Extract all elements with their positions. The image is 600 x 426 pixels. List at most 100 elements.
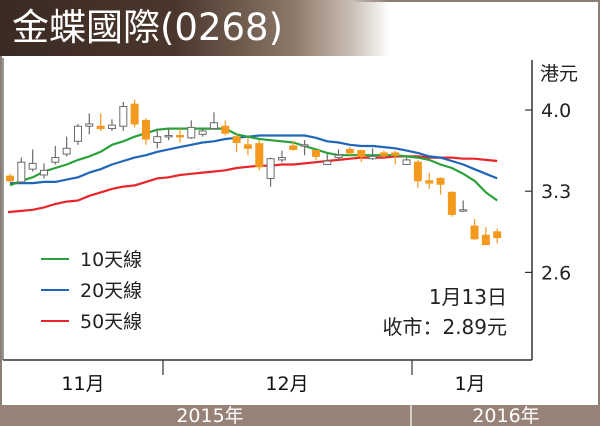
candle-body <box>232 136 241 143</box>
candle-body <box>323 160 332 166</box>
candle <box>425 172 434 189</box>
candle <box>379 150 388 158</box>
candle <box>119 101 128 131</box>
ma50-line <box>7 155 498 214</box>
legend: 10天線 20天線 50天線 <box>41 249 142 333</box>
candle-body <box>62 147 71 155</box>
candle <box>209 112 218 130</box>
candle-body <box>187 126 196 139</box>
candle <box>300 140 309 156</box>
candle <box>221 120 230 136</box>
year-label-2015: 2015年 <box>176 405 243 426</box>
candle <box>141 118 150 145</box>
candle-body <box>119 106 128 127</box>
title-bar: 金蝶國際(0268) <box>0 0 390 56</box>
candle-body <box>198 130 207 135</box>
candle <box>277 150 286 163</box>
candle-body <box>243 144 252 149</box>
annotation-date: 1月13日 <box>429 285 507 309</box>
candle <box>96 113 105 131</box>
candle <box>73 123 82 145</box>
candle <box>323 154 332 166</box>
legend-label-ma20: 20天線 <box>80 280 142 302</box>
candle <box>311 149 320 160</box>
candle-body <box>6 175 14 182</box>
candle-body <box>300 144 309 147</box>
y-tick-label: 3.3 <box>541 181 571 203</box>
legend-label-ma10: 10天線 <box>80 249 142 271</box>
candle <box>164 128 173 141</box>
candle-body <box>85 123 94 127</box>
legend-label-ma50: 50天線 <box>80 311 142 333</box>
year-label-2016: 2016年 <box>472 405 539 426</box>
candle <box>187 120 196 139</box>
candle-body <box>39 169 48 176</box>
candle <box>153 128 162 149</box>
candle-body <box>379 152 388 156</box>
candle <box>198 128 207 137</box>
candle <box>334 149 343 160</box>
candle-body <box>493 231 502 239</box>
candle-body <box>459 209 468 212</box>
candle-body <box>130 103 139 125</box>
candle <box>232 134 241 152</box>
candle-body <box>175 135 184 138</box>
candle <box>175 128 184 143</box>
candle <box>28 149 37 172</box>
candle <box>17 157 26 184</box>
candle <box>481 227 490 246</box>
candle-body <box>425 180 434 184</box>
candle <box>266 157 275 187</box>
candle <box>368 148 377 160</box>
candle-body <box>266 158 275 179</box>
candle-body <box>413 161 422 182</box>
candle-body <box>107 124 116 130</box>
y-axis-unit: 港元 <box>540 63 578 85</box>
candle-body <box>391 152 400 156</box>
candle-body <box>470 225 479 240</box>
candle-body <box>311 150 320 157</box>
candle <box>493 228 502 244</box>
year-bar <box>0 405 600 426</box>
candle-body <box>141 119 150 140</box>
candle <box>470 219 479 240</box>
candle <box>85 113 94 135</box>
annotation-close: 收市：2.89元 <box>382 315 507 339</box>
candle <box>289 141 298 151</box>
month-label-jan: 1月 <box>454 373 485 395</box>
candle <box>51 145 60 165</box>
candle <box>436 177 445 195</box>
candle-body <box>402 159 411 166</box>
candle <box>107 119 116 131</box>
y-tick-label: 4.0 <box>541 100 571 122</box>
candle <box>255 140 264 171</box>
y-tick-label: 2.6 <box>541 262 571 284</box>
candle-body <box>221 125 230 134</box>
candle-body <box>51 157 60 163</box>
candle <box>6 173 14 184</box>
candle-body <box>277 157 286 161</box>
candle-body <box>447 191 456 215</box>
month-label-dec: 12月 <box>265 373 308 395</box>
candle <box>357 149 366 163</box>
candle <box>243 137 252 156</box>
ma10-line <box>9 127 498 202</box>
candle-body <box>96 125 105 130</box>
candle <box>402 157 411 166</box>
candle <box>413 159 422 188</box>
candle-body <box>153 136 162 143</box>
candle <box>345 147 354 156</box>
candle-body <box>164 135 173 138</box>
candle-body <box>28 162 37 170</box>
ma20-line <box>10 134 498 185</box>
candle-body <box>334 154 343 159</box>
candle-body <box>436 177 445 185</box>
candle <box>391 150 400 165</box>
candle <box>62 136 71 157</box>
candle-body <box>368 155 377 160</box>
candle <box>39 163 48 179</box>
candle <box>130 99 139 128</box>
candle-body <box>73 125 82 142</box>
candle <box>447 191 456 217</box>
